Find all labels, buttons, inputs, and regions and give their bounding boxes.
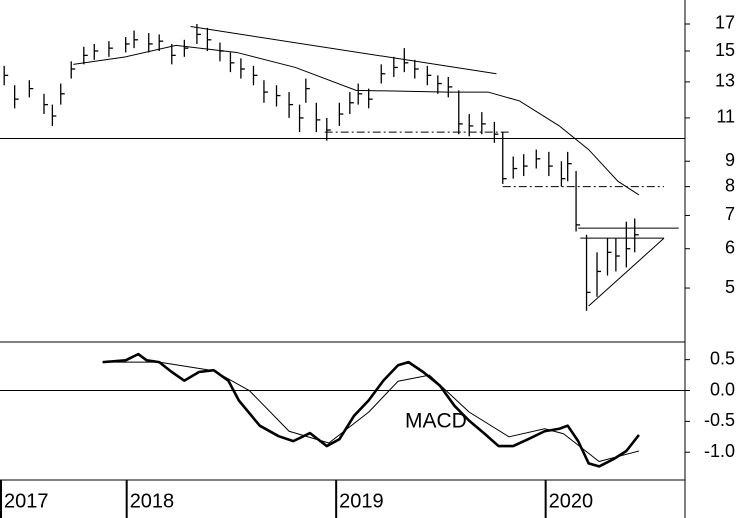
overlay-line: [73, 44, 640, 196]
y-tick-label: 11: [716, 107, 735, 127]
y-tick-label: 0.5: [710, 348, 735, 368]
y-tick-label: -1.0: [704, 441, 735, 461]
overlay-line: [190, 26, 497, 75]
x-tick-label: 2018: [130, 490, 175, 512]
y-tick-label: 5: [725, 277, 735, 297]
y-tick-label: 9: [725, 150, 735, 170]
annotation: MACD: [405, 410, 467, 433]
y-tick-label: 17: [715, 13, 735, 33]
y-tick-label: 0.0: [710, 379, 735, 399]
y-tick-label: 6: [725, 237, 735, 257]
x-tick-label: 2017: [4, 490, 49, 512]
y-tick-label: 15: [715, 40, 735, 60]
y-tick-label: 13: [715, 71, 735, 91]
macd-line: [102, 361, 640, 462]
x-tick-label: 2019: [339, 490, 384, 512]
macd-line: [102, 352, 640, 468]
x-tick-label: 2020: [549, 490, 594, 512]
overlay-line: [588, 237, 665, 307]
y-tick-label: 7: [725, 204, 735, 224]
y-tick-label: 8: [725, 175, 735, 195]
y-tick-label: -0.5: [704, 410, 735, 430]
